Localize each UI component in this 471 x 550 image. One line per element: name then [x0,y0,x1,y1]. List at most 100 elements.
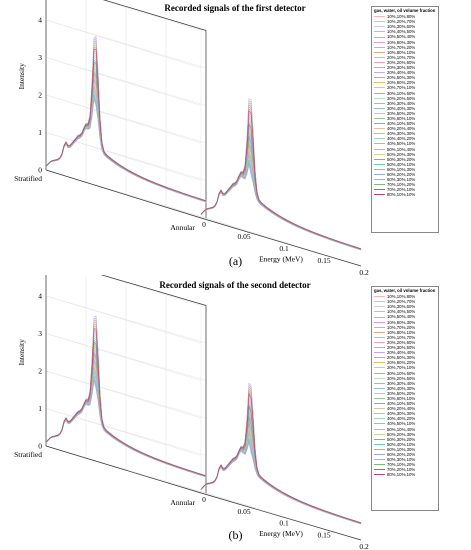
grid-line [45,295,202,344]
legend-item: 40%,30%,30% [374,131,437,136]
legend-item: 30%,40%,30% [374,106,437,111]
series-line [200,430,362,524]
legend-swatch [374,87,385,89]
series-line [200,134,362,250]
legend-swatch [374,428,385,430]
legend-label: 60%,30%,10% [387,177,416,183]
legend-item: 30%,30%,40% [374,101,437,106]
legend-label: 20%,30%,50% [387,345,416,351]
legend-label: 30%,60%,10% [387,395,416,401]
legend-label: 30%,40%,30% [387,105,416,111]
legend-item: 80%,10%,10% [374,472,437,477]
series-line [200,441,362,525]
legend-swatch [374,474,385,476]
legend-label: 10%,60%,30% [387,39,416,45]
legend-swatch [374,469,385,471]
legend-item: 60%,10%,30% [374,447,437,452]
legend-label: 50%,20%,30% [387,431,416,437]
series-line [200,426,362,524]
legend-swatch [374,56,385,58]
legend-item: 10%,70%,20% [374,45,437,50]
legend-swatch [374,174,385,176]
legend-label: 50%,30%,20% [387,436,416,442]
chart-panel-a: Recorded signals of the first detector 0 1… [14,0,439,275]
legend-item: 60%,30%,10% [374,177,437,182]
series-line [200,396,362,524]
x-tick-label: 0.1 [279,519,289,528]
legend-label: 70%,10%,20% [387,182,416,188]
legend-label: 20%,20%,60% [387,339,416,345]
series-line [200,408,362,524]
legend-swatch [374,123,385,125]
legend-item: 10%,20%,70% [374,299,437,304]
legend-item: 10%,60%,30% [374,40,437,45]
legend-swatch [374,306,385,308]
grid-line [45,370,202,419]
legend-label: 10%,40%,50% [387,309,416,315]
legend-item: 20%,70%,10% [374,365,437,370]
series-line [200,382,362,523]
legend-label: 60%,10%,30% [387,446,416,452]
series-line [200,384,362,523]
series-group-annular [200,98,362,251]
series-line [200,116,362,250]
legend-label: 50%,10%,40% [387,146,416,152]
x-axis-label: Energy (MeV) [259,255,303,264]
legend-label: 40%,30%,30% [387,131,416,137]
legend-label: 40%,40%,20% [387,416,416,422]
series-line [200,145,362,250]
x-axis-label: Energy (MeV) [259,529,303,538]
series-line [200,439,362,525]
series-line [200,423,362,524]
legend-title: gas, water, oil volume fraction [374,8,436,13]
legend-items-b: 10%,10%,80% 10%,20%,70% 10%,30%,60% 10%,40%… [374,294,437,477]
legend-swatch [374,377,385,379]
legend-swatch [374,443,385,445]
legend-swatch [374,102,385,104]
chart-a-plot: Recorded signals of the first detector 0 1… [14,0,369,275]
legend-label: 30%,30%,40% [387,100,416,106]
legend-swatch [374,316,385,318]
legend-swatch [374,341,385,343]
legend-item: 40%,50%,10% [374,141,437,146]
series-group-stratified [45,35,207,203]
x-tick-label: 0.1 [279,244,289,253]
x-tick-label: 0 [202,220,206,229]
legend-item: 30%,10%,60% [374,371,437,376]
legend-label: 60%,30%,10% [387,457,416,463]
series-line [45,48,207,202]
legend-swatch [374,403,385,405]
legend-item: 50%,40%,10% [374,442,437,447]
x-axis-line [200,492,362,541]
legend-swatch [374,184,385,186]
legend-item: 10%,70%,20% [374,325,437,330]
legend-swatch [374,26,385,28]
legend-swatch [374,112,385,114]
series-line [200,387,362,523]
legend-label: 30%,10%,60% [387,90,416,96]
series-line [200,404,362,524]
series-line [200,165,362,251]
legend-swatch [374,92,385,94]
z-tick-label: 1 [38,128,42,137]
legend-item: 10%,40%,50% [374,29,437,34]
series-line [200,418,362,524]
series-line [200,98,362,249]
legend-label: 50%,40%,10% [387,441,416,447]
axis-lines [45,0,362,267]
legend-item: 50%,40%,10% [374,162,437,167]
legend-label: 20%,50%,30% [387,355,416,361]
series-line [200,421,362,524]
legend-swatch [374,16,385,18]
legend-swatch [374,372,385,374]
legend-label: 20%,20%,60% [387,59,416,65]
legend-swatch [374,21,385,23]
legend-swatch [374,382,385,384]
legend-swatch [374,133,385,135]
legend-item: 50%,30%,20% [374,157,437,162]
legend-swatch [374,367,385,369]
x-axis-line [200,217,362,267]
series-line [200,391,362,524]
legend-swatch [374,352,385,354]
top-edge-line [100,275,207,306]
